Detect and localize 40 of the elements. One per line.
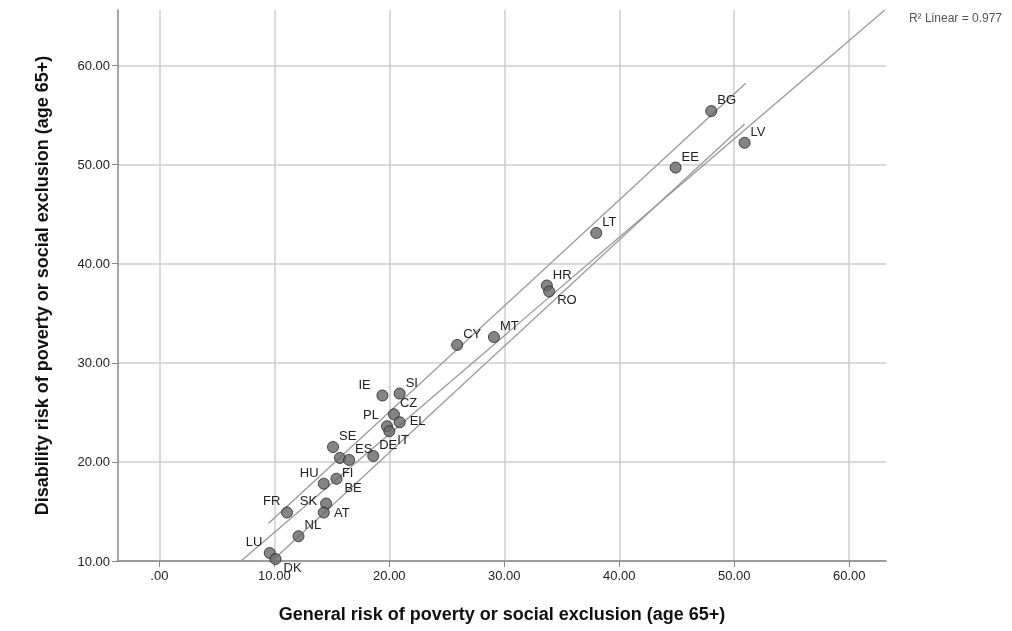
annotation: LU (245, 534, 263, 550)
annotation: EL (409, 413, 426, 429)
annotation: MT (499, 318, 519, 334)
y-axis-title: Disability risk of poverty or social exclusion (age 65+) (32, 55, 52, 516)
x-tick-label: .00 (150, 568, 169, 583)
x-tick-label: 50.00 (717, 568, 751, 583)
x-tick-label: 60.00 (832, 568, 866, 583)
x-tick-label: 30.00 (488, 568, 521, 583)
annotation: IE (358, 376, 372, 392)
annotation: PL (363, 407, 379, 423)
annotation: FI (341, 464, 354, 480)
annotation: RO (557, 292, 577, 308)
annotation: HR (552, 266, 572, 282)
annotation: SI (405, 374, 418, 390)
annotation: CY (463, 325, 482, 341)
y-tick-label: 10.00 (77, 553, 110, 569)
annotation: SE (338, 428, 357, 444)
annotation: HU (299, 464, 319, 480)
annotation: LT (602, 213, 617, 229)
annotation: SK (299, 493, 318, 509)
y-tick-label: 60.00 (77, 58, 110, 73)
y-tick-label: 50.00 (77, 157, 110, 173)
annotation: AT (334, 504, 350, 520)
annotation: ES (355, 440, 373, 456)
annotation: DE (379, 436, 398, 452)
y-tick-label: 40.00 (77, 256, 110, 272)
annotation: IT (397, 432, 409, 448)
y-tick-label: 20.00 (77, 454, 110, 470)
x-tick-label: 20.00 (373, 568, 406, 583)
annotation: EE (681, 148, 700, 164)
x-axis-title: General risk of poverty or social exclusion (age 65+) (278, 604, 726, 624)
annotation: LV (750, 123, 766, 139)
y-tick-label: 30.00 (77, 355, 110, 371)
annotation: BE (344, 479, 363, 495)
text: R² Linear = 0.977 (908, 11, 1003, 25)
annotation: CZ (399, 395, 418, 411)
annotation: BG (717, 92, 737, 108)
x-tick-label: 40.00 (603, 568, 636, 583)
annotation: FR (263, 493, 281, 509)
annotation: NL (304, 517, 322, 533)
